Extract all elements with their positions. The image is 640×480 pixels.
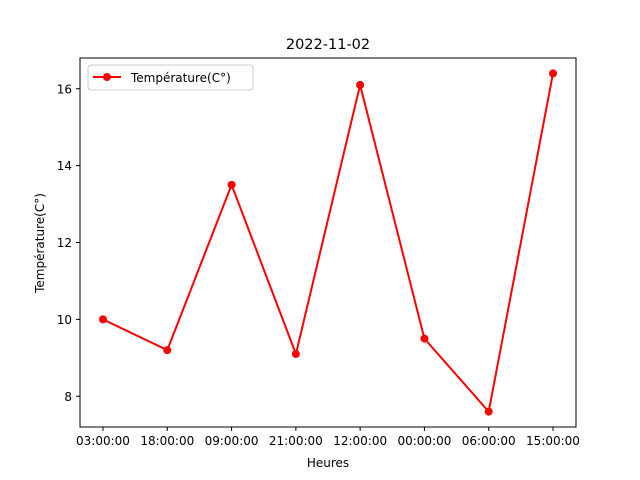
data-point [484,407,493,416]
data-point [549,69,557,78]
data-point [99,315,107,324]
data-point [163,346,172,355]
x-tick-label: 15:00:00 [526,434,580,448]
legend-box [87,64,254,91]
y-tick-label: 12 [57,236,72,250]
series-layer [99,69,557,416]
y-tick-label: 10 [57,313,72,327]
data-point [227,180,236,189]
x-axis: 03:00:00 18:00:00 09:00:00 21:00:00 12:00:00… [76,427,580,448]
y-axis-label: Température(C°) [33,193,47,294]
x-tick-label: 00:00:00 [397,434,451,448]
x-tick-label: 21:00:00 [269,434,323,448]
x-tick-label: 12:00:00 [333,434,387,448]
series-line [102,73,554,413]
data-point [420,334,429,343]
legend-marker-swatch [103,73,111,81]
chart-title: 2022-11-02 [286,37,370,53]
data-point [291,349,300,358]
legend: Température(C°) [87,64,254,91]
x-tick-label: 09:00:00 [205,434,259,448]
y-tick-label: 8 [64,390,72,404]
x-tick-label: 03:00:00 [76,434,130,448]
x-axis-label: Heures [307,456,349,470]
x-tick-label: 18:00:00 [140,434,194,448]
y-axis: 8 10 12 14 16 [57,82,80,404]
legend-label: Température(C°) [130,71,231,85]
y-tick-label: 16 [57,82,72,96]
data-point [356,80,365,89]
x-tick-label: 06:00:00 [462,434,516,448]
y-tick-label: 14 [57,159,72,173]
